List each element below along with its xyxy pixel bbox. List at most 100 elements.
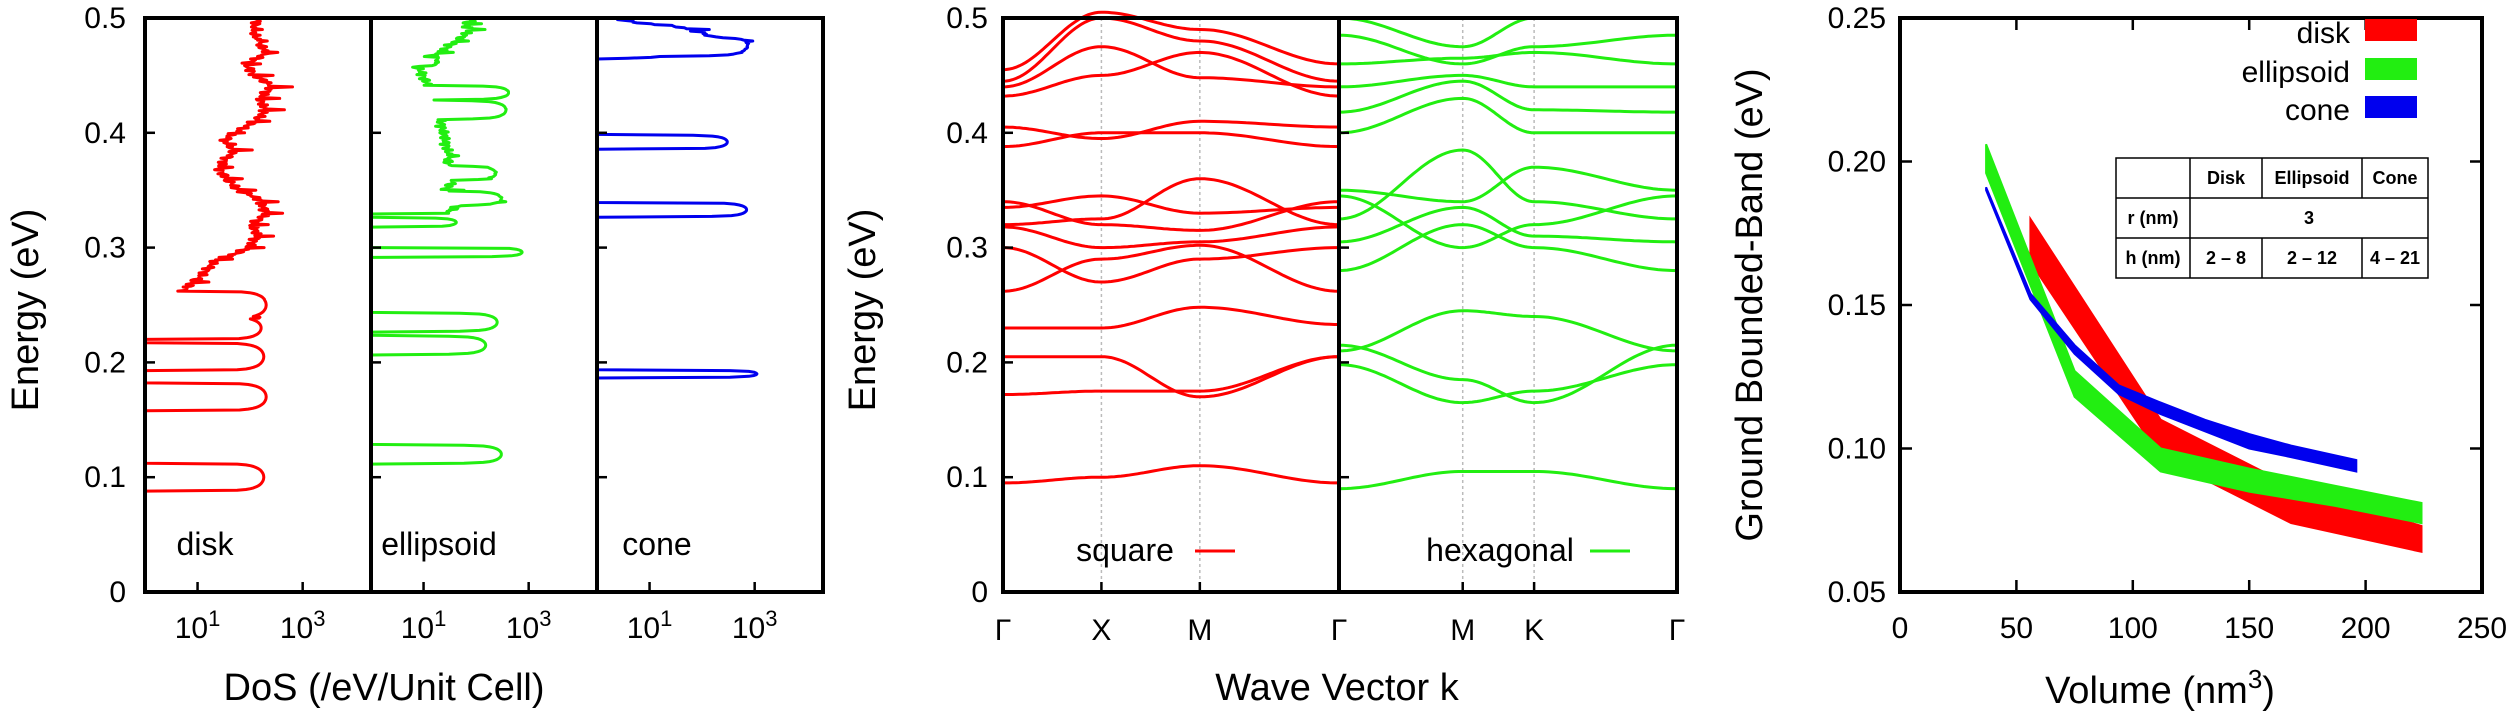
- dos-panel-label-cone: cone: [622, 526, 691, 562]
- band-line-square: [1002, 10, 1340, 72]
- parameter-table-row-label: r (nm): [2128, 208, 2179, 228]
- dos-x-tick-label: 101: [627, 606, 673, 646]
- dos-x-tick-exp: 3: [539, 606, 551, 631]
- dos-x-tick-base: 10: [506, 612, 539, 645]
- band-line-square: [1002, 246, 1339, 284]
- band-line-hexagonal: [1339, 165, 1678, 204]
- band-line-square: [1003, 355, 1340, 399]
- parameter-table-cell: 2 – 8: [2206, 248, 2246, 268]
- volume-x-axis-label-base: Volume (nm: [2045, 670, 2248, 712]
- dos-x-tick-base: 10: [732, 612, 765, 645]
- volume-x-tick-label: 250: [2457, 612, 2507, 645]
- band-line-hexagonal: [1339, 50, 1677, 66]
- dos-x-tick-label: 103: [280, 606, 326, 646]
- band-kpoint-label: Γ: [1331, 614, 1348, 647]
- parameter-table-frame: [2115, 157, 2429, 279]
- volume-legend-label-cone: cone: [2285, 94, 2350, 127]
- band-kpoint-label: M: [1450, 614, 1475, 647]
- band-y-tick-label: 0: [971, 576, 988, 609]
- band-kpoint-label: M: [1187, 614, 1212, 647]
- band-y-tick-label: 0.3: [946, 232, 988, 265]
- dos-curve-cone: [595, 16, 759, 593]
- dos-x-tick-exp: 1: [660, 606, 672, 631]
- volume-x-tick-label: 50: [2000, 612, 2033, 645]
- band-line-square: [1002, 225, 1340, 250]
- dos-panel-label-disk: disk: [177, 526, 235, 562]
- volume-legend-label-ellipsoid: ellipsoid: [2242, 56, 2350, 89]
- band-line-hexagonal: [1338, 96, 1677, 135]
- band-line-square: [1003, 177, 1340, 227]
- band-line-hexagonal: [1338, 73, 1677, 89]
- volume-x-tick-label: 200: [2341, 612, 2391, 645]
- volume-chart: Ground Bounded-Band (eV) 0.05 0.10 0.15 0.2…: [1729, 2, 2507, 712]
- parameter-table-cell: 3: [2304, 208, 2314, 228]
- volume-band-cone: [1985, 186, 2358, 473]
- dos-y-tick-label: 0.3: [84, 232, 126, 265]
- dos-x-tick-base: 10: [175, 612, 208, 645]
- dos-y-tick-label: 0.4: [84, 117, 126, 150]
- volume-legend-swatch-disk: [2365, 19, 2417, 41]
- band-kpoint-label: Γ: [1669, 614, 1686, 647]
- band-line-square: [1003, 194, 1339, 215]
- volume-legend-swatch-cone: [2365, 96, 2417, 118]
- band-line-square: [1002, 131, 1340, 149]
- volume-x-axis-label-end: ): [2262, 670, 2275, 712]
- dos-x-tick-exp: 3: [313, 606, 325, 631]
- band-panel-frame-hexagonal: [1337, 16, 1679, 594]
- parameter-table-header: Disk: [2207, 168, 2246, 188]
- band-legend-label-square: square: [1076, 532, 1174, 568]
- volume-y-tick-label: 0.20: [1828, 146, 1886, 179]
- dos-curve-ellipsoid: [369, 17, 524, 593]
- dos-x-tick-exp: 1: [434, 606, 446, 631]
- band-line-hexagonal: [1338, 343, 1678, 405]
- dos-x-tick-exp: 3: [765, 606, 777, 631]
- dos-chart: Energy (eV) 00.10.20.30.40.5 101 103disk1…: [5, 2, 825, 709]
- band-line-hexagonal: [1338, 205, 1678, 244]
- dos-x-tick-exp: 1: [208, 606, 220, 631]
- dos-y-tick-label: 0.2: [84, 346, 126, 379]
- volume-y-tick-label: 0.25: [1828, 2, 1886, 35]
- dos-panel-label-ellipsoid: ellipsoid: [381, 526, 497, 562]
- parameter-table-cell: 4 – 21: [2370, 248, 2420, 268]
- volume-x-tick-label: 150: [2224, 612, 2274, 645]
- volume-legend-label-disk: disk: [2297, 17, 2351, 50]
- dos-x-axis-label: DoS (/eV/Unit Cell): [224, 667, 545, 709]
- band-line-square: [1003, 355, 1340, 396]
- band-line-hexagonal: [1338, 16, 1677, 49]
- parameter-table: Disk Ellipsoid Cone r (nm) 3 h (nm) 2 – 8 2 – 1…: [2115, 157, 2429, 279]
- band-line-square: [1002, 50, 1340, 98]
- dos-x-tick-base: 10: [280, 612, 313, 645]
- band-y-tick-label: 0.1: [946, 461, 988, 494]
- band-line-square: [1003, 200, 1340, 232]
- band-line-hexagonal: [1338, 309, 1678, 353]
- band-y-tick-label: 0.4: [946, 117, 988, 150]
- dos-x-tick-label: 101: [175, 606, 221, 646]
- volume-y-tick-label: 0.10: [1828, 433, 1886, 466]
- dos-y-tick-label: 0.5: [84, 2, 126, 35]
- band-line-square: [1002, 16, 1340, 83]
- band-line-hexagonal: [1338, 33, 1678, 66]
- band-y-axis-label: Energy (eV): [842, 209, 884, 412]
- dos-curve-disk: [143, 16, 294, 593]
- band-line-square: [1003, 119, 1340, 140]
- volume-y-tick-label: 0.05: [1828, 576, 1886, 609]
- dos-x-tick-label: 103: [732, 606, 778, 646]
- band-kpoint-label: Γ: [995, 614, 1012, 647]
- dos-panel-frame-cone: [595, 16, 825, 594]
- dos-panel-frame-ellipsoid: [369, 16, 599, 594]
- dos-y-tick-label: 0.1: [84, 461, 126, 494]
- band-line-hexagonal: [1338, 363, 1678, 405]
- band-line-hexagonal: [1338, 470, 1678, 491]
- volume-band-ellipsoid: [1985, 143, 2423, 525]
- band-line-hexagonal: [1339, 79, 1677, 114]
- volume-y-tick-label: 0.15: [1828, 289, 1886, 322]
- parameter-table-header: Ellipsoid: [2274, 168, 2349, 188]
- band-kpoint-label: K: [1524, 614, 1544, 647]
- dos-x-tick-base: 10: [627, 612, 660, 645]
- volume-x-tick-label: 100: [2108, 612, 2158, 645]
- parameter-table-cell: 2 – 12: [2287, 248, 2337, 268]
- dos-x-tick-base: 10: [401, 612, 434, 645]
- band-legend-label-hexagonal: hexagonal: [1426, 532, 1574, 568]
- band-line-hexagonal: [1338, 194, 1678, 250]
